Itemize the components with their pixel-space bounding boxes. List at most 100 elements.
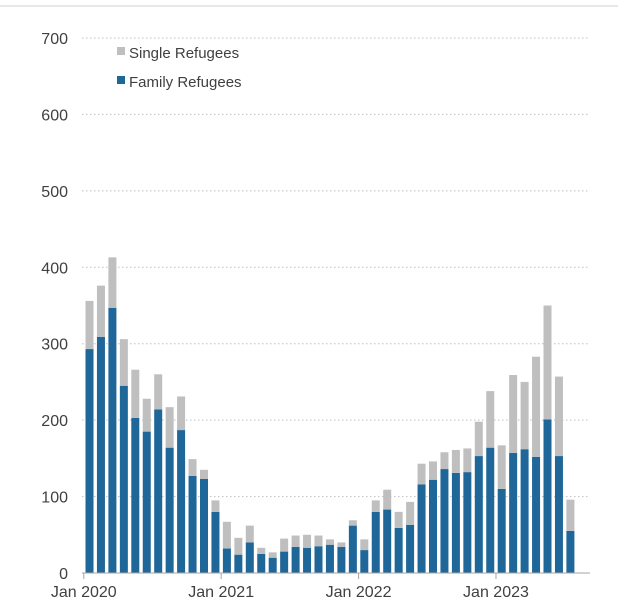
- bar-family-refugees-2020-02: [96, 336, 105, 573]
- y-tick-label-300: 300: [41, 337, 68, 354]
- bar-family-refugees-2020-03: [108, 307, 117, 573]
- bar-single-refugees-2020-02: [96, 285, 105, 337]
- bar-single-refugees-2022-05: [406, 501, 415, 525]
- bar-family-refugees-2022-06: [417, 484, 426, 573]
- bar-single-refugees-2021-02: [234, 537, 243, 555]
- bar-single-refugees-2020-11: [200, 469, 208, 479]
- bar-single-refugees-2020-08: [165, 407, 174, 448]
- bars: [85, 257, 575, 573]
- bar-family-refugees-2021-01: [222, 548, 231, 573]
- bar-family-refugees-2023-02: [509, 453, 518, 573]
- bar-family-refugees-2020-10: [188, 475, 197, 573]
- bar-family-refugees-2022-09: [451, 472, 460, 573]
- y-tick-label-0: 0: [59, 566, 68, 583]
- y-tick-label-400: 400: [41, 260, 68, 277]
- x-tick-label-jan-2022: Jan 2022: [326, 584, 392, 601]
- bar-family-refugees-2023-07: [566, 530, 575, 573]
- bar-single-refugees-2021-07: [291, 535, 300, 548]
- bar-single-refugees-2022-07: [429, 461, 437, 480]
- bar-single-refugees-2023-06: [554, 376, 563, 457]
- y-tick-label-600: 600: [41, 107, 68, 124]
- bar-family-refugees-2020-08: [165, 447, 174, 573]
- bar-single-refugees-2022-11: [474, 421, 483, 457]
- bar-family-refugees-2021-07: [291, 547, 300, 573]
- bar-single-refugees-2021-10: [325, 539, 334, 545]
- legend-label-single-refugees: Single Refugees: [129, 45, 239, 62]
- bar-single-refugees-2022-06: [417, 463, 426, 485]
- bar-single-refugees-2021-01: [222, 521, 231, 549]
- bar-family-refugees-2022-03: [383, 509, 392, 573]
- bar-single-refugees-2021-08: [303, 534, 312, 548]
- bar-family-refugees-2022-04: [394, 527, 403, 573]
- x-tick-label-jan-2021: Jan 2021: [188, 584, 254, 601]
- bar-single-refugees-2020-10: [188, 459, 197, 476]
- bar-family-refugees-2021-08: [303, 547, 312, 573]
- bar-single-refugees-2022-02: [371, 500, 380, 512]
- bar-family-refugees-2022-11: [474, 456, 483, 573]
- bar-family-refugees-2021-02: [234, 554, 243, 573]
- bar-family-refugees-2021-12: [348, 525, 357, 573]
- bar-single-refugees-2022-03: [383, 489, 392, 510]
- bar-single-refugees-2023-01: [497, 445, 506, 489]
- bar-single-refugees-2020-03: [108, 257, 117, 308]
- bar-single-refugees-2022-12: [486, 391, 495, 448]
- bar-single-refugees-2020-12: [211, 500, 220, 512]
- y-tick-label-100: 100: [41, 490, 68, 507]
- x-tick-label-jan-2023: Jan 2023: [463, 584, 529, 601]
- bar-single-refugees-2023-05: [543, 305, 552, 420]
- bar-family-refugees-2020-11: [200, 478, 208, 573]
- bar-family-refugees-2021-04: [257, 553, 266, 573]
- bar-family-refugees-2021-09: [314, 546, 323, 573]
- bar-family-refugees-2021-06: [280, 551, 289, 573]
- bar-single-refugees-2020-04: [119, 339, 128, 386]
- bar-family-refugees-2020-05: [131, 417, 140, 573]
- bar-family-refugees-2022-07: [429, 479, 437, 573]
- y-tick-label-500: 500: [41, 184, 68, 201]
- bar-family-refugees-2022-12: [486, 447, 495, 573]
- bar-family-refugees-2020-06: [142, 431, 151, 573]
- legend-label-family-refugees: Family Refugees: [129, 74, 242, 91]
- bar-family-refugees-2021-03: [245, 542, 254, 573]
- bar-single-refugees-2023-03: [520, 381, 529, 450]
- bar-single-refugees-2020-09: [177, 396, 186, 431]
- bar-single-refugees-2022-01: [360, 539, 369, 551]
- bar-single-refugees-2020-07: [154, 374, 163, 410]
- bar-family-refugees-2022-05: [406, 524, 415, 573]
- bar-single-refugees-2022-10: [463, 448, 472, 473]
- bar-single-refugees-2021-04: [257, 547, 266, 554]
- x-tick-label-jan-2020: Jan 2020: [51, 584, 117, 601]
- bar-family-refugees-2021-11: [337, 547, 346, 573]
- bar-single-refugees-2022-09: [451, 449, 460, 473]
- bar-single-refugees-2021-03: [245, 525, 254, 543]
- bar-family-refugees-2023-06: [554, 456, 563, 573]
- bar-family-refugees-2020-07: [154, 409, 163, 573]
- bar-single-refugees-2022-04: [394, 511, 403, 528]
- bar-single-refugees-2021-05: [268, 552, 277, 558]
- bar-family-refugees-2023-04: [532, 456, 541, 573]
- bar-family-refugees-2020-09: [177, 430, 186, 573]
- bar-family-refugees-2023-01: [497, 488, 506, 573]
- y-tick-label-700: 700: [41, 31, 68, 48]
- bar-family-refugees-2020-12: [211, 511, 220, 573]
- bar-family-refugees-2022-02: [371, 511, 380, 573]
- bar-family-refugees-2020-01: [85, 349, 94, 573]
- bar-family-refugees-2023-03: [520, 449, 529, 573]
- bar-family-refugees-2023-05: [543, 419, 552, 573]
- bar-single-refugees-2021-09: [314, 535, 323, 547]
- bar-family-refugees-2021-05: [268, 557, 277, 573]
- bar-single-refugees-2021-06: [280, 538, 289, 552]
- y-tick-label-200: 200: [41, 413, 68, 430]
- legend-swatch-family-refugees: [117, 76, 125, 84]
- legend: Single Refugees Family Refugees: [117, 45, 242, 91]
- bar-family-refugees-2022-08: [440, 469, 449, 573]
- bar-single-refugees-2022-08: [440, 452, 449, 470]
- bar-single-refugees-2023-04: [532, 356, 541, 457]
- axes: 0 100 200 300 400 500 600 700 Jan 2020 Jan 2021 Ja…: [41, 31, 590, 601]
- bar-single-refugees-2023-02: [509, 375, 518, 454]
- bar-single-refugees-2020-05: [131, 369, 140, 418]
- bar-single-refugees-2020-01: [85, 300, 94, 350]
- bar-single-refugees-2021-12: [348, 520, 357, 526]
- bar-family-refugees-2022-10: [463, 472, 472, 573]
